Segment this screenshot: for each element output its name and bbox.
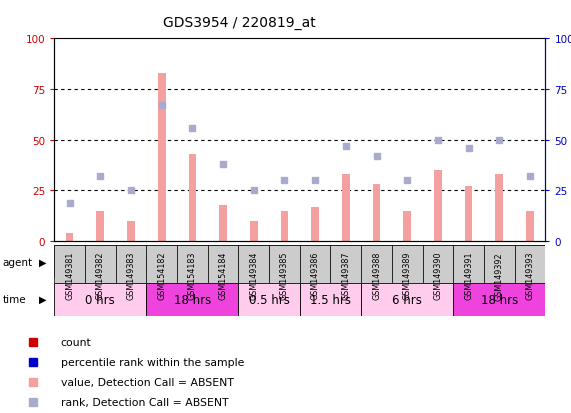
- FancyBboxPatch shape: [484, 246, 514, 283]
- FancyBboxPatch shape: [177, 246, 208, 283]
- Text: GSM154184: GSM154184: [219, 251, 228, 299]
- FancyBboxPatch shape: [54, 246, 239, 279]
- Text: GSM149388: GSM149388: [372, 251, 381, 299]
- FancyBboxPatch shape: [453, 283, 545, 316]
- Bar: [403, 211, 411, 242]
- Text: GSM149385: GSM149385: [280, 251, 289, 300]
- Text: GSM149393: GSM149393: [525, 251, 534, 300]
- Text: GSM149384: GSM149384: [249, 251, 258, 299]
- FancyBboxPatch shape: [239, 246, 269, 283]
- FancyBboxPatch shape: [300, 283, 361, 316]
- Text: ▶: ▶: [39, 257, 46, 267]
- Text: time: time: [3, 294, 26, 304]
- Text: 18 hrs: 18 hrs: [174, 293, 211, 306]
- FancyBboxPatch shape: [239, 246, 545, 279]
- Text: 0.5 hrs: 0.5 hrs: [248, 293, 289, 306]
- Bar: [96, 211, 104, 242]
- Bar: [66, 233, 74, 242]
- Bar: [373, 185, 380, 242]
- FancyBboxPatch shape: [392, 246, 423, 283]
- Bar: [280, 211, 288, 242]
- FancyBboxPatch shape: [453, 246, 484, 283]
- Text: GSM149383: GSM149383: [126, 251, 135, 299]
- FancyBboxPatch shape: [146, 283, 239, 316]
- FancyBboxPatch shape: [239, 283, 300, 316]
- Text: 18 hrs: 18 hrs: [481, 293, 518, 306]
- FancyBboxPatch shape: [423, 246, 453, 283]
- Bar: [311, 207, 319, 242]
- Text: GSM154182: GSM154182: [157, 251, 166, 300]
- Text: GSM149392: GSM149392: [494, 251, 504, 300]
- FancyBboxPatch shape: [85, 246, 115, 283]
- Text: count: count: [61, 337, 91, 347]
- Bar: [526, 211, 534, 242]
- FancyBboxPatch shape: [361, 283, 453, 316]
- Bar: [188, 154, 196, 242]
- Text: GSM149391: GSM149391: [464, 251, 473, 300]
- Text: GSM149386: GSM149386: [311, 251, 320, 299]
- Text: GSM149390: GSM149390: [433, 251, 443, 300]
- FancyBboxPatch shape: [361, 246, 392, 283]
- Text: GSM149381: GSM149381: [65, 251, 74, 299]
- Text: GSM149389: GSM149389: [403, 251, 412, 300]
- Bar: [434, 171, 442, 242]
- FancyBboxPatch shape: [514, 246, 545, 283]
- Bar: [496, 175, 503, 242]
- Text: ▶: ▶: [39, 294, 46, 304]
- Bar: [250, 221, 258, 242]
- Text: PCB-153: PCB-153: [365, 256, 419, 269]
- Text: GDS3954 / 220819_at: GDS3954 / 220819_at: [163, 16, 316, 30]
- FancyBboxPatch shape: [208, 246, 239, 283]
- Bar: [342, 175, 349, 242]
- Text: GSM154183: GSM154183: [188, 251, 197, 299]
- Text: percentile rank within the sample: percentile rank within the sample: [61, 357, 244, 367]
- Text: 6 hrs: 6 hrs: [392, 293, 422, 306]
- Bar: [219, 205, 227, 242]
- Text: untreated: untreated: [115, 256, 177, 269]
- Bar: [158, 74, 166, 242]
- Text: 1.5 hrs: 1.5 hrs: [310, 293, 351, 306]
- Text: GSM149387: GSM149387: [341, 251, 351, 300]
- FancyBboxPatch shape: [54, 283, 146, 316]
- Text: rank, Detection Call = ABSENT: rank, Detection Call = ABSENT: [61, 397, 228, 407]
- Text: agent: agent: [3, 257, 33, 267]
- Bar: [465, 187, 472, 242]
- FancyBboxPatch shape: [269, 246, 300, 283]
- Bar: [127, 221, 135, 242]
- FancyBboxPatch shape: [300, 246, 331, 283]
- Text: value, Detection Call = ABSENT: value, Detection Call = ABSENT: [61, 377, 234, 387]
- FancyBboxPatch shape: [54, 246, 85, 283]
- Text: GSM149382: GSM149382: [96, 251, 105, 300]
- FancyBboxPatch shape: [115, 246, 146, 283]
- Text: 0 hrs: 0 hrs: [86, 293, 115, 306]
- FancyBboxPatch shape: [146, 246, 177, 283]
- FancyBboxPatch shape: [331, 246, 361, 283]
